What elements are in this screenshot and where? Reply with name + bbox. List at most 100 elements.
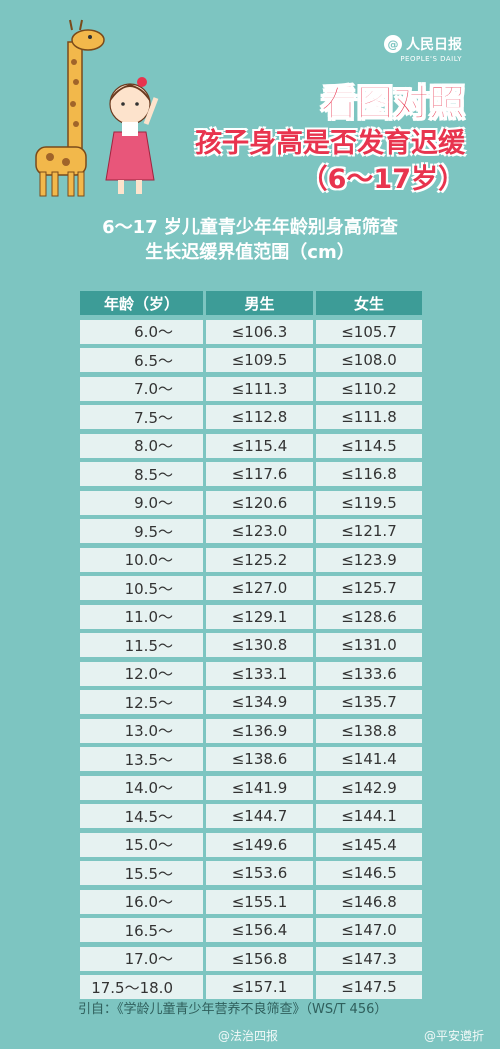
girl-cell: ≤125.7: [316, 576, 422, 601]
age-cell: 6.0～: [80, 319, 203, 344]
table-row: 15.5～ ≤153.6 ≤146.5: [80, 859, 422, 888]
girl-cell: ≤116.8: [316, 462, 422, 487]
boy-cell: ≤127.0: [206, 576, 313, 601]
age-cell: 12.0～: [80, 661, 203, 686]
header: @ 人民日报 PEOPLE'S DAILY 看图对照 孩子身高是否发育迟缓 （6…: [0, 0, 500, 205]
girl-cell: ≤123.9: [316, 547, 422, 572]
boy-cell: ≤141.9: [206, 775, 313, 800]
girl-icon: [105, 77, 159, 194]
table-row: 13.5～ ≤138.6 ≤141.4: [80, 745, 422, 774]
table-row: 17.0～ ≤156.8 ≤147.3: [80, 945, 422, 974]
table-row: 9.0～ ≤120.6 ≤119.5: [80, 489, 422, 518]
girl-cell: ≤147.5: [316, 975, 422, 1000]
table-row: 6.5～ ≤109.5 ≤108.0: [80, 346, 422, 375]
brand: @ 人民日报 PEOPLE'S DAILY: [362, 34, 462, 63]
boy-cell: ≤136.9: [206, 718, 313, 743]
age-cell: 11.5～: [80, 633, 203, 658]
girl-cell: ≤142.9: [316, 775, 422, 800]
headline-line1: 看图对照: [320, 83, 465, 125]
girl-cell: ≤105.7: [316, 319, 422, 344]
girl-cell: ≤111.8: [316, 405, 422, 430]
giraffe-icon: [35, 19, 105, 197]
table-row: 14.0～ ≤141.9 ≤142.9: [80, 774, 422, 803]
header-age: 年龄（岁）: [80, 291, 203, 316]
boy-cell: ≤109.5: [206, 348, 313, 373]
boy-cell: ≤130.8: [206, 633, 313, 658]
boy-cell: ≤123.0: [206, 519, 313, 544]
age-cell: 13.5～: [80, 747, 203, 772]
age-cell: 7.5～: [80, 405, 203, 430]
table-subtitle: 6～17 岁儿童青少年年龄别身高筛查 生长迟缓界值范围（cm）: [0, 215, 500, 265]
girl-cell: ≤108.0: [316, 348, 422, 373]
age-cell: 15.5～: [80, 861, 203, 886]
girl-cell: ≤146.5: [316, 861, 422, 886]
girl-cell: ≤119.5: [316, 490, 422, 515]
age-cell: 17.0～: [80, 946, 203, 971]
age-cell: 8.5～: [80, 462, 203, 487]
headline-line2: 孩子身高是否发育迟缓: [195, 128, 465, 159]
boy-cell: ≤125.2: [206, 547, 313, 572]
boy-cell: ≤157.1: [206, 975, 313, 1000]
age-cell: 16.0～: [80, 889, 203, 914]
table-row: 7.0～ ≤111.3 ≤110.2: [80, 375, 422, 404]
table-row: 8.5～ ≤117.6 ≤116.8: [80, 460, 422, 489]
headline-line3: （6～17岁）: [300, 164, 465, 195]
boy-cell: ≤153.6: [206, 861, 313, 886]
headline: 看图对照 孩子身高是否发育迟缓 （6～17岁）: [195, 82, 466, 198]
table-row: 11.0～ ≤129.1 ≤128.6: [80, 603, 422, 632]
people-daily-logo-icon: @: [384, 35, 402, 53]
girl-cell: ≤121.7: [316, 519, 422, 544]
table-row: 17.5～18.0 ≤157.1 ≤147.5: [80, 973, 422, 1002]
table-row: 12.5～ ≤134.9 ≤135.7: [80, 688, 422, 717]
girl-cell: ≤147.3: [316, 946, 422, 971]
girl-cell: ≤131.0: [316, 633, 422, 658]
age-cell: 11.0～: [80, 604, 203, 629]
subtitle-line2: 生长迟缓界值范围（cm）: [145, 242, 355, 263]
table-row: 14.5～ ≤144.7 ≤144.1: [80, 802, 422, 831]
brand-sub: PEOPLE'S DAILY: [400, 55, 462, 63]
boy-cell: ≤111.3: [206, 376, 313, 401]
girl-cell: ≤114.5: [316, 433, 422, 458]
boy-cell: ≤155.1: [206, 889, 313, 914]
boy-cell: ≤129.1: [206, 604, 313, 629]
boy-cell: ≤138.6: [206, 747, 313, 772]
boy-cell: ≤156.8: [206, 946, 313, 971]
subtitle-line1: 6～17 岁儿童青少年年龄别身高筛查: [102, 217, 398, 238]
girl-cell: ≤135.7: [316, 690, 422, 715]
age-cell: 9.0～: [80, 490, 203, 515]
age-cell: 6.5～: [80, 348, 203, 373]
girl-cell: ≤145.4: [316, 832, 422, 857]
table-row: 7.5～ ≤112.8 ≤111.8: [80, 403, 422, 432]
giraffe-girl-illustration: [35, 19, 159, 197]
girl-cell: ≤133.6: [316, 661, 422, 686]
age-cell: 16.5～: [80, 918, 203, 943]
table-header-row: 年龄（岁） 男生 女生: [80, 289, 422, 318]
age-cell: 10.5～: [80, 576, 203, 601]
boy-cell: ≤112.8: [206, 405, 313, 430]
table-row: 11.5～ ≤130.8 ≤131.0: [80, 631, 422, 660]
age-cell: 12.5～: [80, 690, 203, 715]
girl-cell: ≤110.2: [316, 376, 422, 401]
table-row: 6.0～ ≤106.3 ≤105.7: [80, 318, 422, 347]
table-row: 16.0～ ≤155.1 ≤146.8: [80, 888, 422, 917]
table-row: 10.0～ ≤125.2 ≤123.9: [80, 546, 422, 575]
boy-cell: ≤117.6: [206, 462, 313, 487]
boy-cell: ≤115.4: [206, 433, 313, 458]
brand-name: 人民日报: [406, 37, 462, 53]
age-cell: 14.0～: [80, 775, 203, 800]
boy-cell: ≤134.9: [206, 690, 313, 715]
age-cell: 9.5～: [80, 519, 203, 544]
age-cell: 8.0～: [80, 433, 203, 458]
age-cell: 10.0～: [80, 547, 203, 572]
height-table: 年龄（岁） 男生 女生 6.0～ ≤106.3 ≤105.7 6.5～ ≤109.5 ≤1…: [80, 289, 422, 1002]
table-row: 16.5～ ≤156.4 ≤147.0: [80, 916, 422, 945]
boy-cell: ≤106.3: [206, 319, 313, 344]
girl-cell: ≤144.1: [316, 804, 422, 829]
table-row: 10.5～ ≤127.0 ≤125.7: [80, 574, 422, 603]
boy-cell: ≤120.6: [206, 490, 313, 515]
age-cell: 15.0～: [80, 832, 203, 857]
girl-cell: ≤141.4: [316, 747, 422, 772]
watermark-right: @平安遵折: [423, 1029, 484, 1043]
girl-cell: ≤146.8: [316, 889, 422, 914]
boy-cell: ≤149.6: [206, 832, 313, 857]
